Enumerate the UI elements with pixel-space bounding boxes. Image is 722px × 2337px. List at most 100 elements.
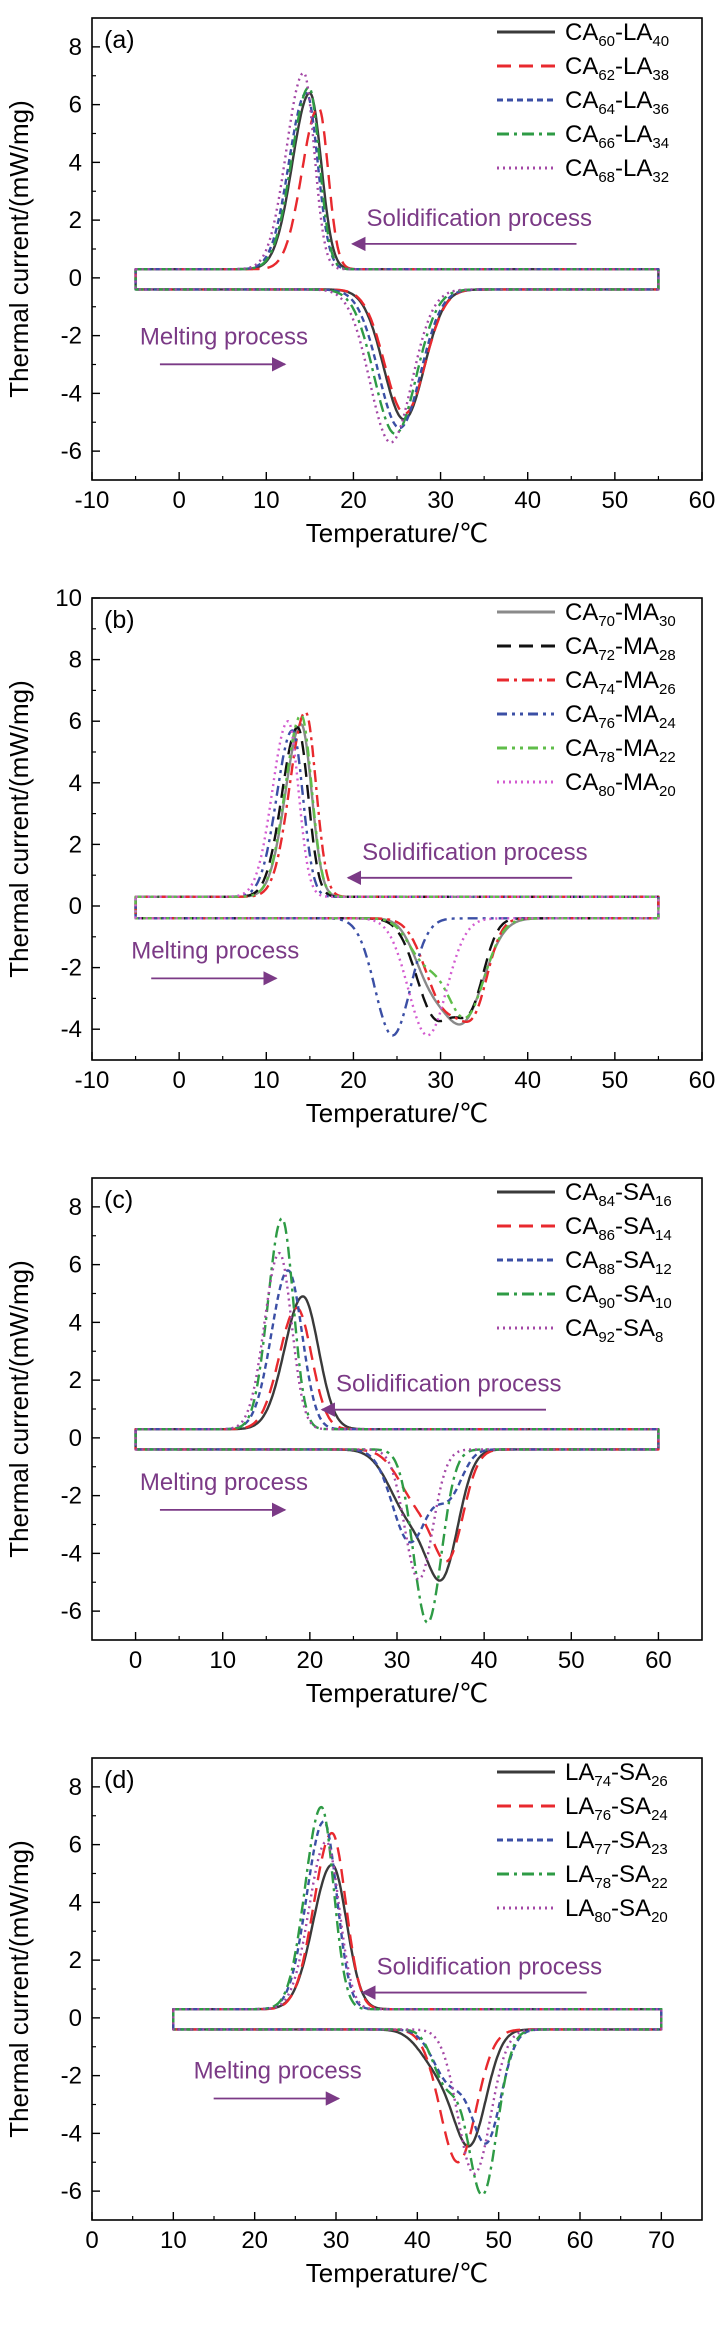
x-tick-label: 50 <box>485 2227 512 2254</box>
x-tick-label: 10 <box>160 2227 187 2254</box>
y-tick-label: 2 <box>69 1367 82 1394</box>
series-line-ca88-sa12 <box>134 1269 660 1544</box>
y-tick-label: 2 <box>69 831 82 858</box>
x-tick-label: -10 <box>75 487 110 514</box>
series-line-la80-sa20 <box>172 1840 663 2175</box>
x-tick-label: 40 <box>404 2227 431 2254</box>
annotation-text: Melting process <box>194 2058 362 2085</box>
annotation-text: Melting process <box>140 323 308 350</box>
x-tick-label: 50 <box>602 1067 629 1094</box>
x-tick-label: 0 <box>172 1067 185 1094</box>
y-tick-label: 4 <box>69 1309 82 1336</box>
y-tick-label: 6 <box>69 1832 82 1859</box>
y-tick-label: 8 <box>69 647 82 674</box>
legend: CA60-LA40CA62-LA38CA64-LA36CA66-LA34CA68… <box>497 19 669 186</box>
y-tick-label: 2 <box>69 207 82 234</box>
y-tick-label: 0 <box>69 2005 82 2032</box>
y-tick-label: -4 <box>61 380 82 407</box>
x-tick-label: 20 <box>241 2227 268 2254</box>
melting-annotation: Melting process <box>131 937 299 986</box>
legend-entry: CA64-LA36 <box>565 87 669 118</box>
series-line-ca74-ma26 <box>134 710 660 1023</box>
annotation-text: Melting process <box>140 1469 308 1496</box>
legend-entry: LA74-SA26 <box>565 1759 668 1790</box>
x-tick-label: 60 <box>689 487 716 514</box>
legend: CA84-SA16CA86-SA14CA88-SA12CA90-SA10CA92… <box>497 1179 672 1346</box>
x-tick-label: 50 <box>558 1647 585 1674</box>
legend-entry: CA92-SA8 <box>565 1315 663 1346</box>
y-axis-title: Thermal current/(mW/mg) <box>4 1840 34 2138</box>
x-tick-label: 40 <box>514 487 541 514</box>
legend-entry: CA86-SA14 <box>565 1213 672 1244</box>
y-tick-label: 0 <box>69 1425 82 1452</box>
panel-label: (d) <box>104 1766 135 1794</box>
x-tick-label: 40 <box>471 1647 498 1674</box>
legend-entry: CA62-LA38 <box>565 53 669 84</box>
x-tick-label: 10 <box>253 1067 280 1094</box>
series-line-ca62-la38 <box>134 106 660 415</box>
x-tick-label: 20 <box>340 1067 367 1094</box>
y-tick-label: 8 <box>69 1194 82 1221</box>
x-tick-label: 30 <box>427 487 454 514</box>
y-tick-label: 6 <box>69 1252 82 1279</box>
legend: CA70-MA30CA72-MA28CA74-MA26CA76-MA24CA78… <box>497 599 676 800</box>
x-tick-label: 70 <box>648 2227 675 2254</box>
y-tick-label: -6 <box>61 2178 82 2205</box>
x-axis-title: Temperature/℃ <box>306 1098 488 1128</box>
x-tick-label: 60 <box>567 2227 594 2254</box>
panel-label: (c) <box>104 1186 133 1214</box>
annotation-text: Solidification process <box>336 1371 561 1398</box>
legend-entry: CA70-MA30 <box>565 599 676 630</box>
legend-entry: CA68-LA32 <box>565 155 669 186</box>
chart-panel-2: 0 10 20 30 40 50 60 -6 -4 -2 0 2 4 6 8 Temperature/℃ The… <box>4 1177 703 1708</box>
x-tick-label: 20 <box>297 1647 324 1674</box>
annotation-text: Solidification process <box>377 1954 602 1981</box>
x-tick-label: -10 <box>75 1067 110 1094</box>
solidification-annotation: Solidification process <box>346 839 588 885</box>
legend-entry: CA80-MA20 <box>565 769 676 800</box>
x-tick-label: 0 <box>129 1647 142 1674</box>
x-tick-label: 0 <box>172 487 185 514</box>
x-tick-label: 60 <box>689 1067 716 1094</box>
y-tick-label: 6 <box>69 92 82 119</box>
y-tick-label: 8 <box>69 34 82 61</box>
x-tick-label: 50 <box>602 487 629 514</box>
y-tick-label: -4 <box>61 1016 82 1043</box>
legend-entry: LA77-SA23 <box>565 1827 668 1858</box>
legend-entry: LA76-SA24 <box>565 1793 668 1824</box>
x-tick-label: 30 <box>384 1647 411 1674</box>
legend-entry: CA66-LA34 <box>565 121 669 152</box>
legend-entry: CA88-SA12 <box>565 1247 672 1278</box>
legend-entry: CA76-MA24 <box>565 701 676 732</box>
y-tick-label: 0 <box>69 265 82 292</box>
plot-frame <box>91 597 703 1061</box>
y-tick-label: 6 <box>69 708 82 735</box>
legend-entry: CA60-LA40 <box>565 19 669 50</box>
y-tick-label: 8 <box>69 1774 82 1801</box>
x-axis-title: Temperature/℃ <box>306 2258 488 2288</box>
series-lines <box>134 1217 660 1624</box>
annotation-text: Melting process <box>131 937 299 964</box>
y-tick-label: -2 <box>61 955 82 982</box>
series-line-ca90-sa10 <box>134 1217 660 1624</box>
x-axis-title: Temperature/℃ <box>306 518 488 548</box>
series-line-ca86-sa14 <box>134 1306 660 1563</box>
chart-panel-0: -10 0 10 20 30 40 50 60 -6 -4 -2 0 2 4 6 8 Temperature/℃… <box>4 17 716 548</box>
y-tick-label: 0 <box>69 893 82 920</box>
panel-label: (b) <box>104 606 135 634</box>
legend-entry: CA74-MA26 <box>565 667 676 698</box>
y-tick-label: -4 <box>61 2120 82 2147</box>
melting-annotation: Melting process <box>194 2058 362 2106</box>
series-lines <box>172 1805 663 2197</box>
y-tick-label: -4 <box>61 1540 82 1567</box>
x-tick-label: 0 <box>85 2227 98 2254</box>
panel-label: (a) <box>104 26 135 54</box>
legend-entry: CA72-MA28 <box>565 633 676 664</box>
series-lines <box>134 71 660 444</box>
melting-annotation: Melting process <box>140 323 308 372</box>
x-tick-label: 60 <box>645 1647 672 1674</box>
x-tick-label: 10 <box>209 1647 236 1674</box>
series-line-ca80-ma20 <box>134 720 660 1037</box>
y-tick-label: -2 <box>61 2063 82 2090</box>
